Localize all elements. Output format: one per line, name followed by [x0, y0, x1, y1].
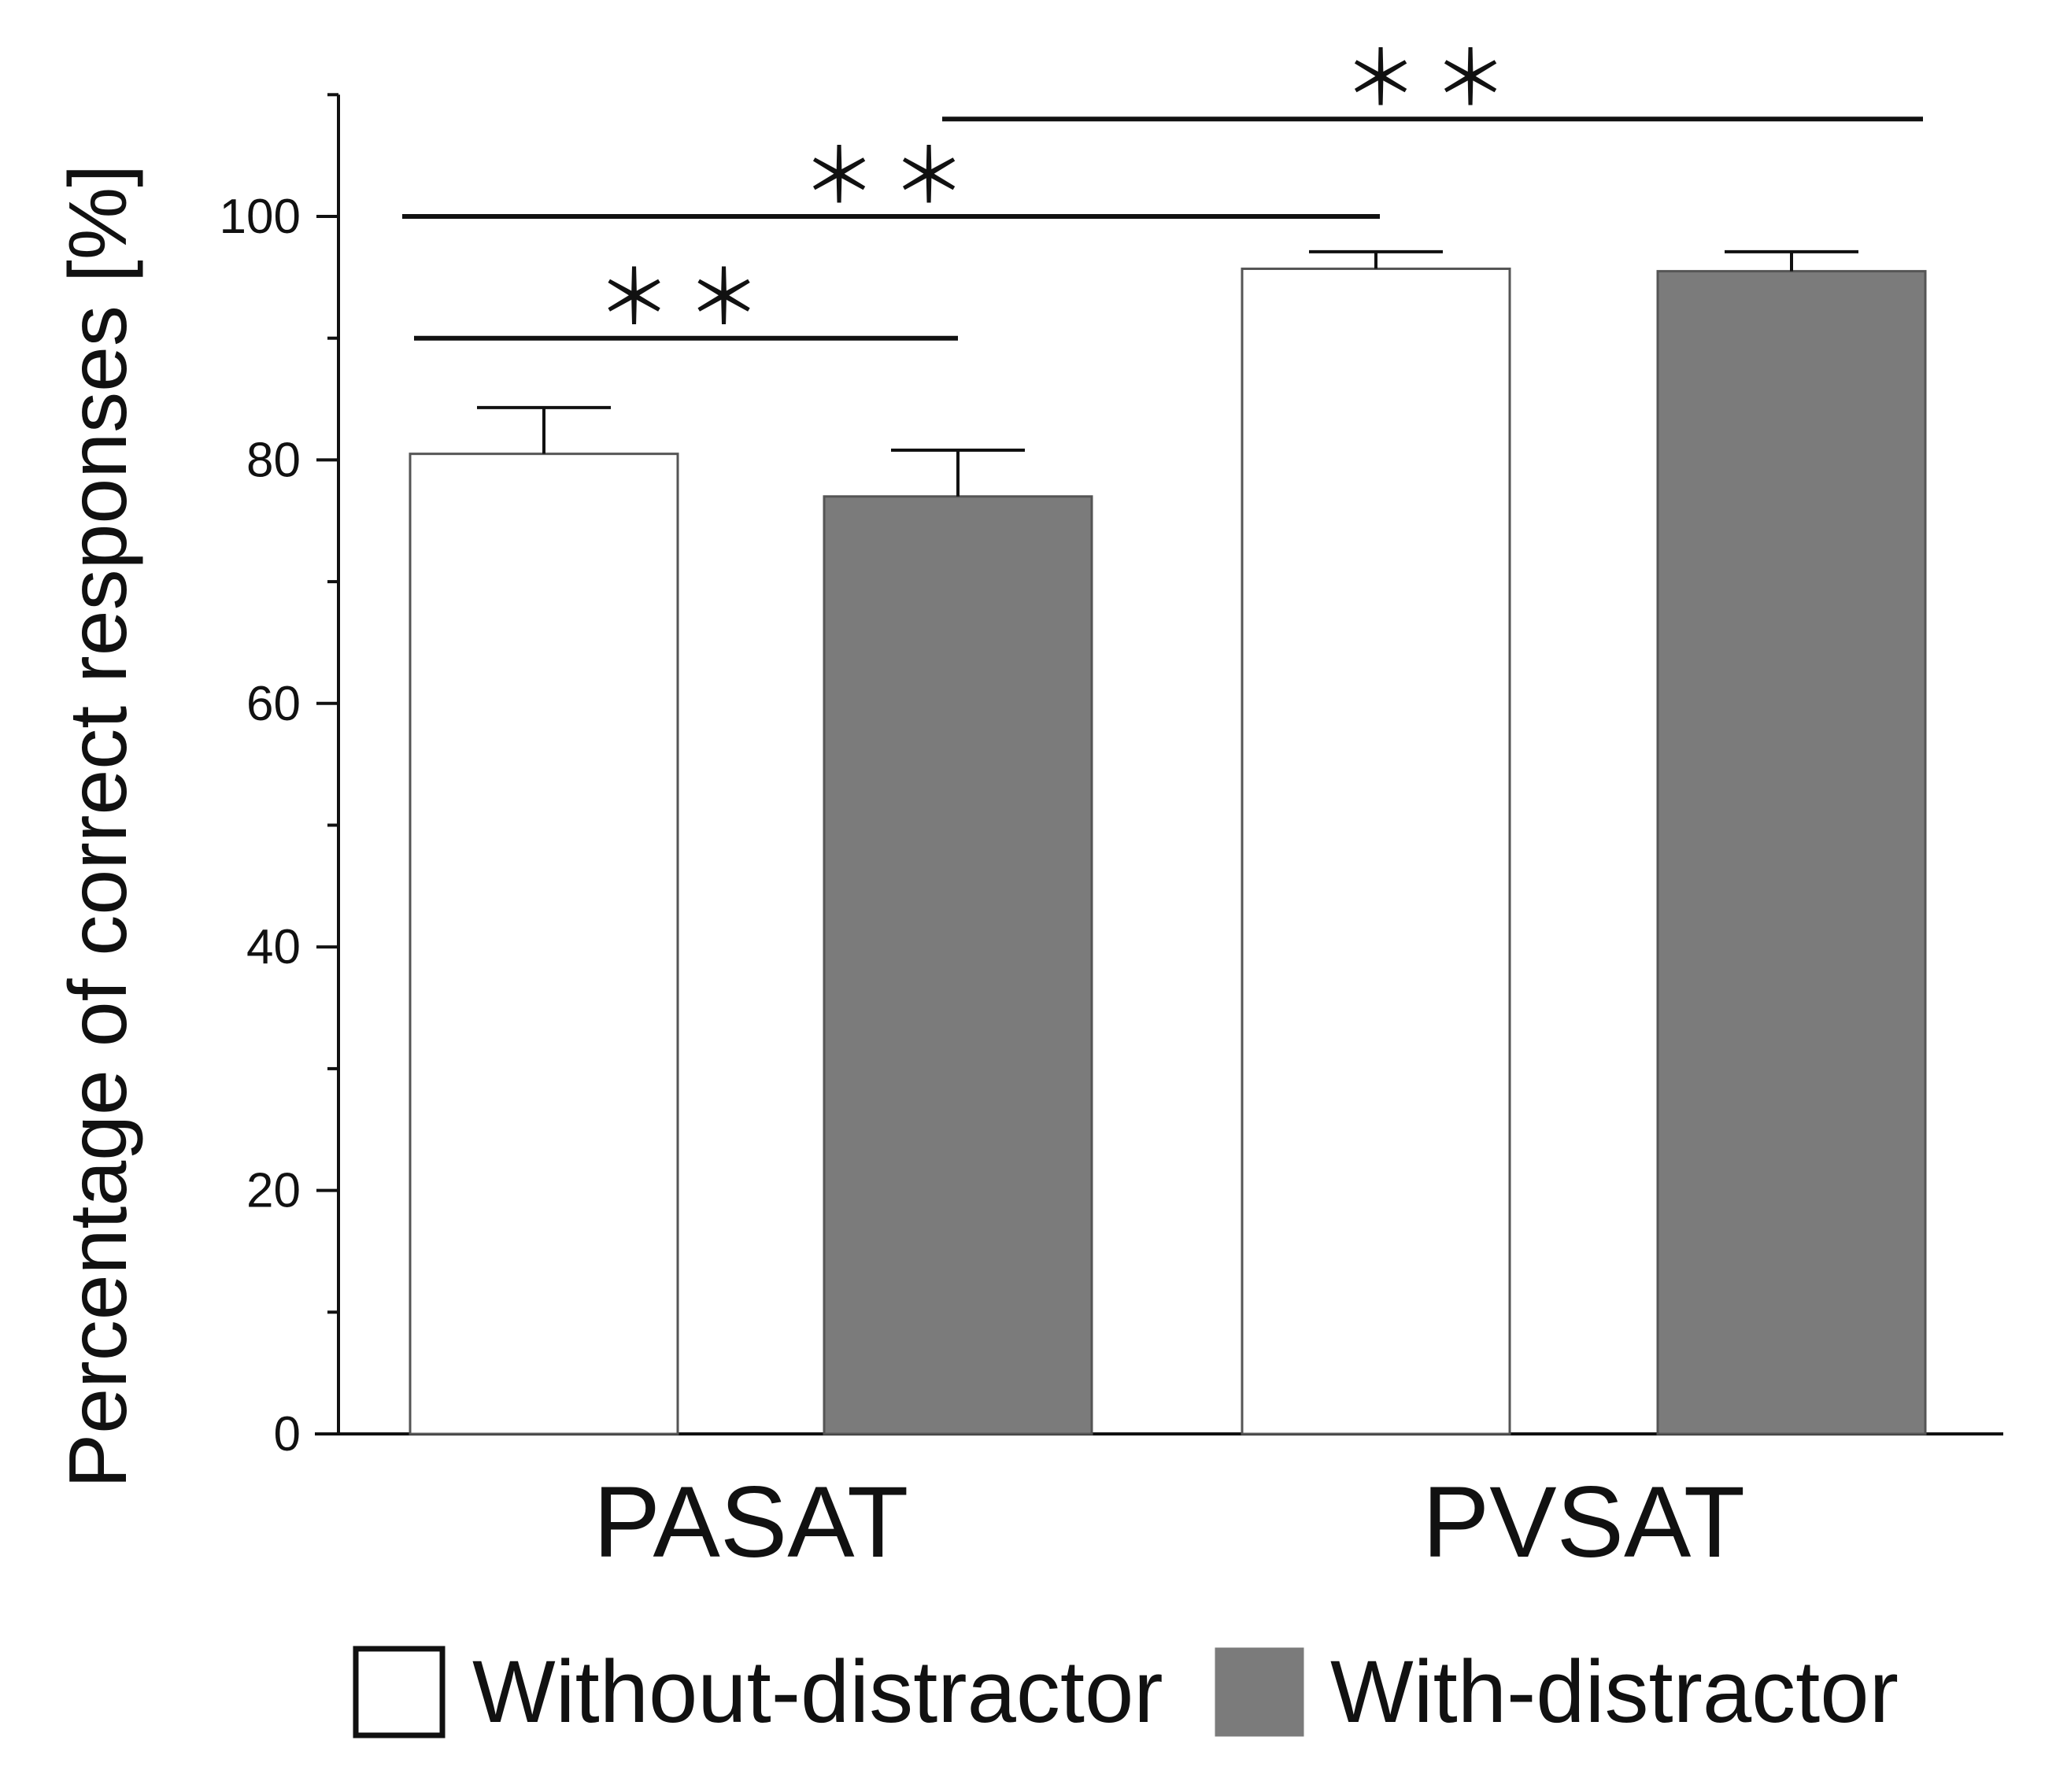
legend-label: Without-distractor: [472, 1642, 1163, 1741]
x-category-label: PASAT: [594, 1466, 909, 1579]
labels: PASAT PVSAT Percentage of correct response…: [53, 164, 1745, 1579]
bar: [1241, 268, 1511, 1435]
y-tick-label: 100: [220, 190, 301, 244]
significance-brackets: ＊＊ ＊＊ ＊＊: [402, 37, 1923, 341]
y-tick-label: 0: [274, 1407, 301, 1461]
significance-label: ＊＊: [801, 135, 981, 219]
legend-swatch: [1215, 1647, 1304, 1737]
significance-label: ＊＊: [1343, 37, 1522, 121]
legend-label: With-distractor: [1330, 1642, 1899, 1741]
bar: [823, 495, 1093, 1435]
error-bars: [477, 249, 1858, 497]
legend-swatch: [353, 1646, 446, 1738]
bars: [409, 268, 1927, 1435]
bar: [409, 453, 679, 1435]
y-tick-label: 60: [246, 677, 301, 731]
x-category-label: PVSAT: [1422, 1466, 1745, 1579]
y-tick-label: 80: [246, 433, 301, 487]
significance-label: ＊＊: [597, 257, 776, 341]
bar: [1656, 270, 1927, 1435]
y-axis-title: Percentage of correct responses [%]: [53, 164, 144, 1488]
y-tick-label: 40: [246, 920, 301, 974]
y-tick-label: 20: [246, 1164, 301, 1218]
legend: Without-distractor With-distractor: [353, 1642, 1899, 1741]
